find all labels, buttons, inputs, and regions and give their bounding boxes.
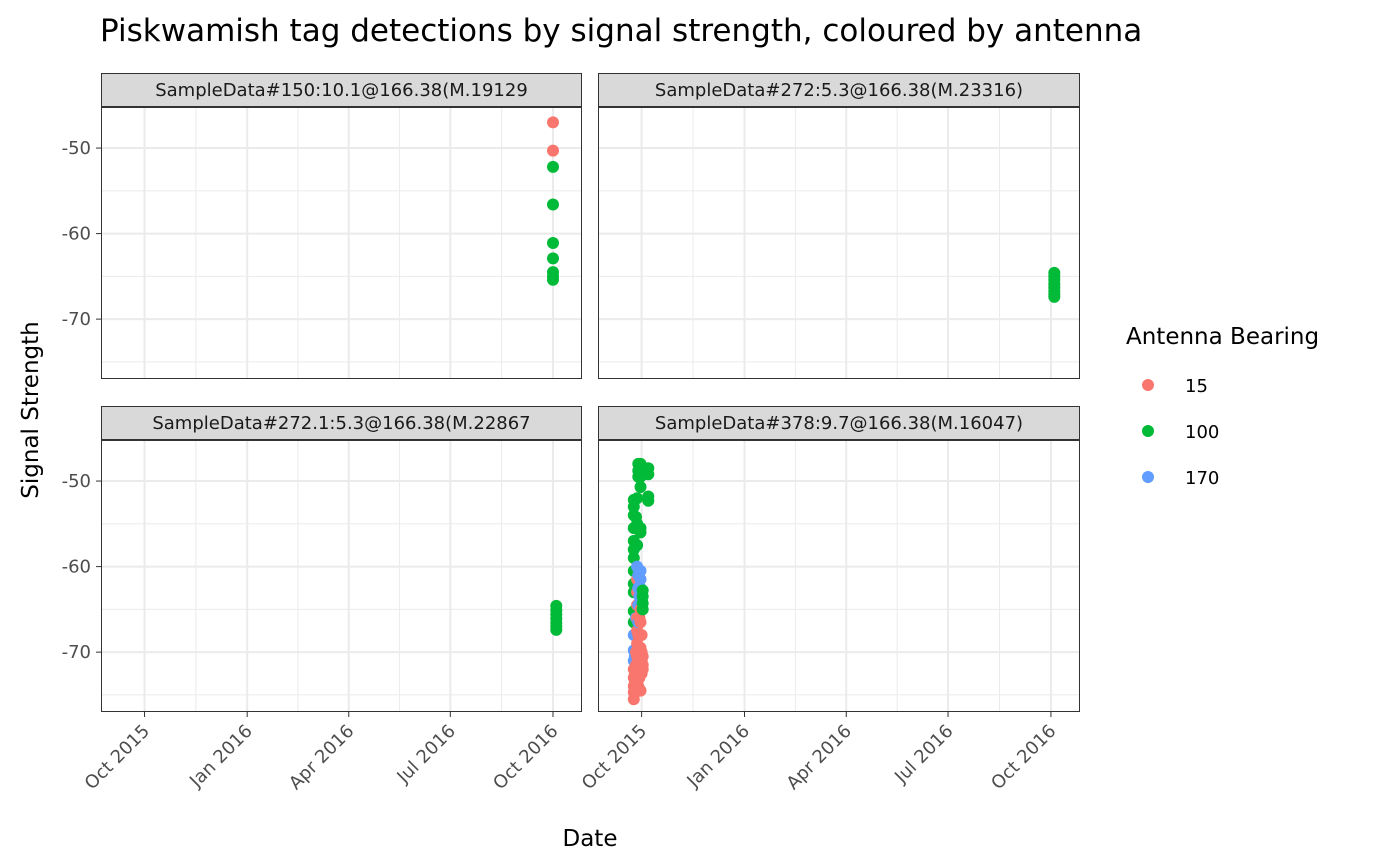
data-point-antenna-15 [634, 616, 647, 629]
data-point-antenna-100 [547, 160, 559, 173]
facet-strip [598, 406, 1080, 440]
panel-border [101, 440, 582, 712]
y-tick-label: -70 [62, 309, 91, 330]
data-point-antenna-100 [642, 494, 655, 507]
facet-strip-label: SampleData#150:10.1@166.38(M.19129 [155, 80, 528, 101]
y-tick-label: -50 [62, 471, 91, 492]
data-point-antenna-100 [634, 526, 647, 539]
grid-lines [598, 107, 1080, 379]
data-point-antenna-170 [634, 573, 647, 586]
data-point-antenna-100 [631, 539, 644, 552]
data-point-antenna-100 [547, 237, 559, 249]
data-point-antenna-100 [547, 198, 559, 211]
legend-key-antenna-15 [1142, 379, 1154, 391]
facet-strip-label: SampleData#272:5.3@166.38(M.23316) [655, 80, 1023, 101]
grid-lines [101, 440, 582, 712]
data-point-antenna-15 [636, 650, 649, 663]
data-points [627, 457, 655, 706]
data-point-antenna-170 [634, 564, 647, 577]
y-tick-label: -50 [62, 138, 91, 159]
data-point-antenna-15 [636, 663, 649, 676]
panel-border [598, 440, 1080, 712]
data-points [550, 599, 563, 636]
y-tick-label: -60 [62, 224, 91, 245]
legend-title: Antenna Bearing [1126, 324, 1319, 350]
data-point-antenna-15 [547, 116, 559, 129]
y-axis-title: Signal Strength [18, 321, 44, 498]
facet-strip [101, 73, 582, 107]
data-point-antenna-15 [634, 684, 647, 697]
y-tick-label: -60 [62, 557, 91, 578]
legend-label: 15 [1185, 376, 1208, 397]
legend-key-antenna-100 [1142, 425, 1154, 437]
legend-key-antenna-170 [1142, 471, 1154, 483]
facet-strip-label: SampleData#272.1:5.3@166.38(M.22867 [152, 413, 530, 434]
facet-strip [598, 73, 1080, 107]
data-point-antenna-100 [1048, 290, 1061, 303]
data-point-antenna-100 [547, 252, 559, 265]
data-point-antenna-100 [631, 492, 644, 505]
data-points [547, 116, 559, 286]
data-point-antenna-100 [547, 273, 559, 286]
legend: Antenna Bearing 15 100 170 [1126, 324, 1319, 489]
panel-border [101, 107, 582, 379]
facet-panel: SampleData#150:10.1@166.38(M.19129 -50 -60… [62, 73, 582, 379]
data-point-antenna-100 [550, 623, 563, 636]
data-point-antenna-15 [547, 144, 559, 157]
data-point-antenna-15 [635, 629, 648, 641]
x-axis-title: Date [563, 826, 618, 852]
panel-border [598, 107, 1080, 379]
grid-lines [598, 440, 1080, 712]
data-point-antenna-100 [636, 603, 649, 616]
data-points [1048, 266, 1061, 303]
y-tick-label: -70 [62, 642, 91, 663]
data-point-antenna-100 [634, 481, 647, 493]
chart-title: Piskwamish tag detections by signal stre… [100, 13, 1142, 49]
data-point-antenna-100 [642, 468, 655, 481]
legend-label: 170 [1185, 468, 1219, 489]
facet-strip-label: SampleData#378:9.7@166.38(M.16047) [655, 413, 1023, 434]
facet-strip [101, 406, 582, 440]
legend-label: 100 [1185, 422, 1219, 443]
facet-panel: SampleData#272:5.3@166.38(M.23316) [598, 73, 1080, 379]
